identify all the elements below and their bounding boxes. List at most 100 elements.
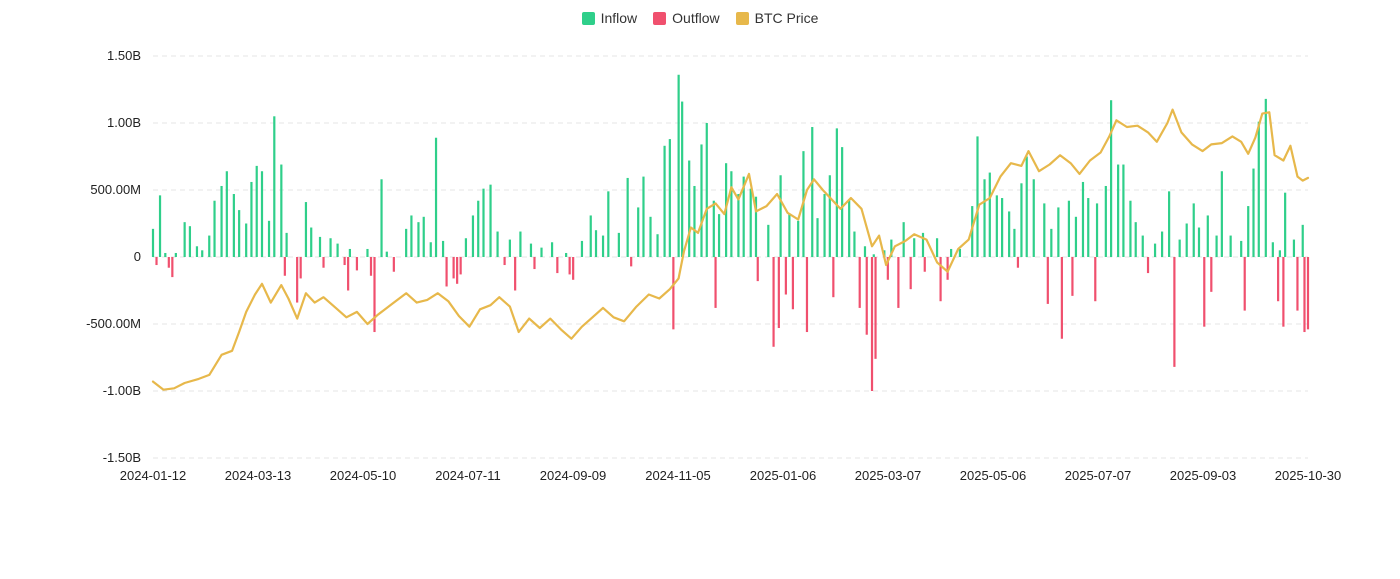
inflow-bar	[304, 202, 308, 257]
inflow-bar	[1008, 211, 1011, 257]
inflow-bar	[1247, 206, 1250, 257]
inflow-bar	[617, 232, 620, 257]
inflow-bar	[250, 181, 253, 257]
outflow-bar	[456, 257, 459, 284]
outflow-bar	[1277, 257, 1280, 302]
legend-item-outflow[interactable]: Outflow	[653, 10, 720, 26]
outflow-bar	[886, 257, 889, 280]
outflow-bar	[452, 257, 455, 279]
outflow-bar	[155, 257, 158, 266]
inflow-bar	[1185, 223, 1188, 257]
inflow-bar	[811, 127, 814, 258]
outflow-bar	[874, 257, 877, 359]
x-tick-label: 2025-05-06	[960, 468, 1027, 483]
legend-item-btc-price[interactable]: BTC Price	[735, 10, 819, 26]
inflow-bar	[348, 248, 351, 257]
inflow-bar	[754, 196, 758, 257]
inflow-bar	[988, 172, 991, 257]
inflow-bar	[1240, 240, 1243, 257]
inflow-bar	[267, 220, 271, 257]
outflow-bar	[503, 257, 506, 266]
inflow-bar	[429, 242, 432, 257]
inflow-bar	[1104, 185, 1107, 257]
inflow-bar	[336, 243, 339, 257]
outflow-bar	[1203, 257, 1206, 327]
outflow-bar	[1094, 257, 1097, 302]
inflow-bar	[1229, 235, 1232, 257]
inflow-bar	[1095, 203, 1099, 257]
outflow-bar	[1303, 257, 1306, 333]
inflow-bar	[913, 238, 916, 257]
inflow-bar	[1220, 171, 1223, 257]
inflow-bar	[1168, 191, 1171, 257]
outflow-bar	[630, 257, 633, 267]
x-tick-label: 2025-01-06	[750, 468, 817, 483]
inflow-bar	[1278, 250, 1281, 257]
inflow-bar	[260, 171, 264, 257]
inflow-bar	[195, 246, 199, 257]
outflow-bar	[1306, 257, 1310, 330]
inflow-bar	[1192, 203, 1195, 257]
inflow-bar	[828, 175, 831, 257]
inflow-bar	[580, 240, 584, 257]
inflow-bar	[1020, 183, 1023, 257]
inflow-bar	[677, 74, 680, 257]
outflow-bar	[514, 257, 517, 291]
inflow-bar	[649, 216, 652, 257]
x-tick-label: 2024-01-12	[120, 468, 187, 483]
inflow-bar	[1057, 207, 1060, 257]
inflow-bar	[188, 226, 192, 257]
inflow-bar	[471, 215, 475, 257]
inflow-bar	[668, 139, 671, 257]
inflow-bar	[1134, 222, 1137, 257]
inflow-bar	[1117, 164, 1120, 257]
inflow-bar	[151, 228, 155, 257]
inflow-bar	[540, 247, 543, 257]
inflow-bar	[995, 195, 998, 257]
outflow-bar	[1060, 257, 1063, 339]
outflow-bar	[533, 257, 536, 270]
inflow-bar	[688, 160, 691, 257]
outflow-bar	[572, 257, 575, 280]
inflow-bar	[921, 232, 925, 257]
inflow-bar	[601, 235, 605, 257]
outflow-bar	[343, 257, 346, 266]
inflow-bar	[853, 231, 856, 257]
inflow-bar	[1087, 198, 1090, 257]
inflow-bar	[872, 254, 875, 257]
inflow-bar	[607, 191, 610, 257]
inflow-bar	[863, 246, 867, 257]
inflow-bar	[1257, 121, 1260, 257]
inflow-bar	[1271, 242, 1274, 257]
inflow-bar	[976, 136, 979, 257]
inflow-bar	[565, 252, 568, 257]
legend: Inflow Outflow BTC Price	[0, 10, 1400, 26]
x-tick-label: 2025-03-07	[855, 468, 922, 483]
outflow-bar	[714, 257, 717, 308]
inflow-bar	[637, 207, 640, 257]
inflow-bar	[1284, 192, 1287, 257]
x-tick-label: 2025-09-03	[1170, 468, 1237, 483]
outflow-bar	[1173, 257, 1176, 367]
outflow-bar	[865, 257, 868, 335]
x-tick-label: 2024-07-11	[435, 468, 501, 483]
outflow-bar	[392, 257, 395, 272]
inflow-bar	[422, 216, 425, 257]
inflow-bar	[1110, 100, 1113, 257]
outflow-bar	[946, 257, 949, 280]
legend-item-inflow[interactable]: Inflow	[581, 10, 637, 26]
legend-label-btc-price: BTC Price	[754, 10, 819, 26]
inflow-bar	[1178, 239, 1181, 257]
inflow-bar	[245, 223, 248, 257]
legend-label-outflow: Outflow	[672, 10, 720, 26]
outflow-bar	[870, 257, 874, 391]
outflow-bar	[909, 257, 912, 290]
outflow-bar	[805, 257, 809, 333]
inflow-bar	[1025, 156, 1028, 257]
outflow-bar	[1296, 257, 1299, 311]
outflow-bar	[167, 257, 170, 268]
inflow-bar	[693, 185, 696, 257]
inflow-bar	[767, 224, 770, 257]
inflow-bar	[410, 215, 413, 257]
inflow-bar	[285, 232, 288, 257]
